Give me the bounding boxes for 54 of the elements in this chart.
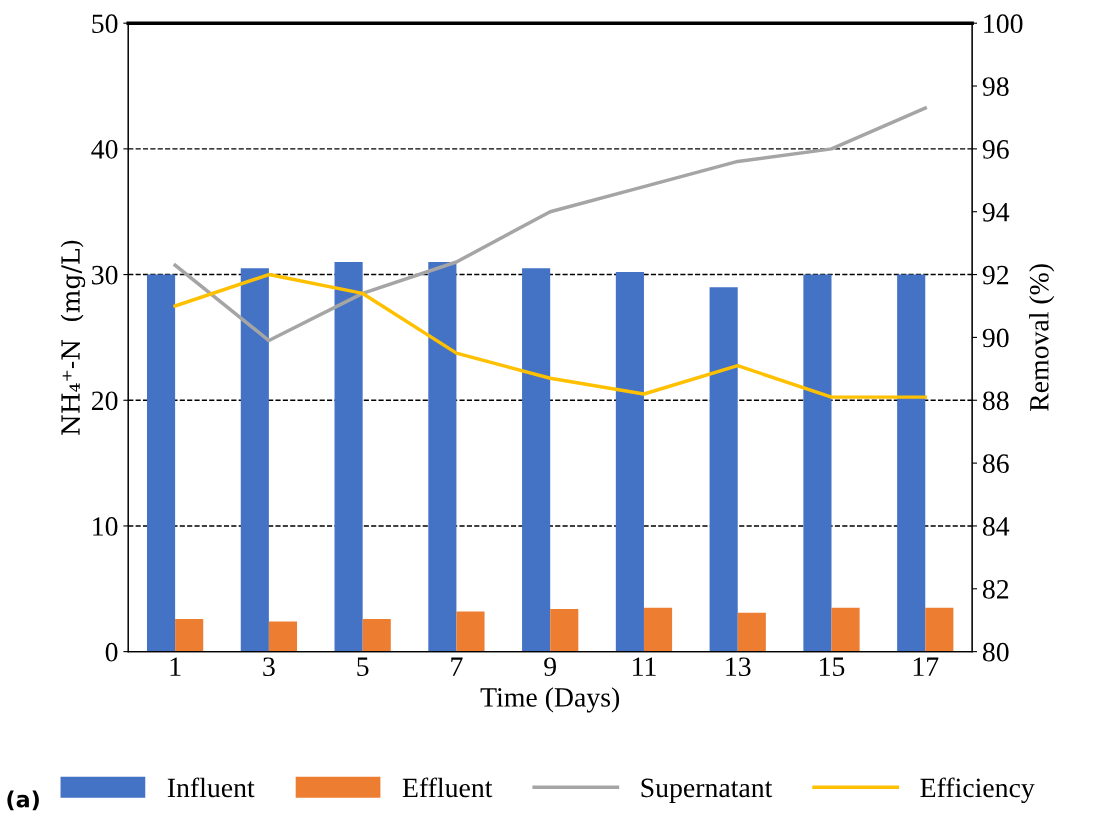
y2-axis-title: Removal (%) <box>1029 264 1055 412</box>
legend-label: Efficiency <box>920 777 1035 803</box>
bar <box>428 262 457 652</box>
bar <box>522 268 551 652</box>
y2-tick-label: 94 <box>982 202 1010 222</box>
line-series <box>173 106 928 343</box>
bar <box>334 262 363 652</box>
x-tick-label: 1 <box>170 657 181 676</box>
line-series <box>173 272 928 399</box>
y-tick-label: 10 <box>93 517 118 536</box>
bar <box>615 272 644 652</box>
bar <box>897 274 926 652</box>
x-tick-label: 13 <box>726 657 751 677</box>
y2-tick-label: 96 <box>982 140 1009 159</box>
bar <box>146 274 176 652</box>
x-tick-label: 15 <box>820 657 845 677</box>
x-tick-label: 17 <box>913 657 939 676</box>
bar <box>803 274 832 652</box>
x-tick-label: 9 <box>544 657 556 677</box>
y-axis-title: NH₄⁺-N (mg/L) <box>60 240 86 435</box>
legend-label: Effluent <box>402 777 493 798</box>
y2-tick-label: 98 <box>982 77 1009 96</box>
bar <box>643 607 673 652</box>
bar <box>925 607 954 652</box>
y2-tick-label: 100 <box>984 14 1023 34</box>
y-tick-label: 30 <box>92 265 118 285</box>
text: (a) <box>7 790 39 811</box>
bar <box>831 607 860 652</box>
y2-tick-label: 90 <box>982 328 1009 348</box>
y2-tick-label: 82 <box>982 579 1009 599</box>
y2-tick-label: 84 <box>982 517 1010 536</box>
x-tick-label: 7 <box>451 657 463 676</box>
legend-label: Supernatant <box>641 778 773 803</box>
y-tick-label: 40 <box>91 140 118 159</box>
bar <box>362 618 391 652</box>
bar <box>268 621 298 652</box>
bar <box>240 268 269 652</box>
y-tick-label: 50 <box>92 14 118 34</box>
legend-label: Influent <box>167 777 255 798</box>
bar <box>550 608 579 652</box>
y-tick-label: 0 <box>105 642 118 662</box>
y-tick-label: 20 <box>91 391 118 411</box>
x-tick-label: 5 <box>357 657 369 677</box>
y2-tick-label: 86 <box>982 454 1009 474</box>
bar <box>456 611 485 652</box>
x-axis-title: Time (Days) <box>480 687 620 713</box>
x-tick-label: 11 <box>633 657 656 676</box>
bar <box>175 618 204 652</box>
y2-tick-label: 88 <box>982 391 1009 411</box>
y2-tick-label: 80 <box>982 642 1009 662</box>
y2-tick-label: 92 <box>982 265 1009 285</box>
bar <box>709 287 738 652</box>
x-tick-label: 3 <box>263 657 275 677</box>
bar <box>737 612 766 652</box>
